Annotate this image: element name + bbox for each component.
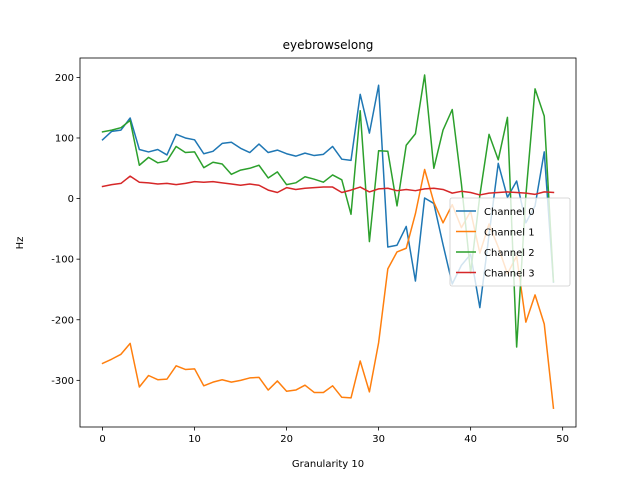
chart-title: eyebrowselong (283, 38, 374, 52)
y-tick-label: -200 (51, 315, 74, 326)
plot-frame (79, 57, 577, 428)
y-tick-label: -300 (51, 376, 74, 387)
y-tick-label: 0 (68, 194, 74, 205)
x-axis-label: Granularity 10 (292, 459, 364, 470)
y-tick-label: 200 (55, 73, 74, 84)
x-tick-label: 10 (188, 434, 201, 445)
legend-label-1: Channel 1 (484, 228, 535, 239)
legend-box (449, 197, 571, 287)
x-tick-label: 0 (99, 434, 105, 445)
legend-label-0: Channel 0 (484, 207, 535, 218)
legend: Channel 0 Channel 1 Channel 2 Channel 3 (449, 197, 571, 287)
series-line-0 (101, 84, 555, 309)
x-tick-label: 50 (556, 434, 569, 445)
y-axis-ticks: -300 -200 -100 0 100 200 (51, 73, 80, 387)
y-tick-label: -100 (51, 255, 74, 266)
legend-label-2: Channel 2 (484, 248, 535, 259)
x-tick-label: 30 (372, 434, 385, 445)
y-tick-label: 100 (55, 133, 74, 144)
series-line-3 (101, 175, 555, 196)
x-axis-ticks: 0 10 20 30 40 50 (99, 427, 569, 445)
x-tick-label: 40 (464, 434, 477, 445)
x-tick-label: 20 (280, 434, 293, 445)
legend-label-3: Channel 3 (484, 269, 535, 280)
y-axis-label: Hz (15, 237, 26, 250)
